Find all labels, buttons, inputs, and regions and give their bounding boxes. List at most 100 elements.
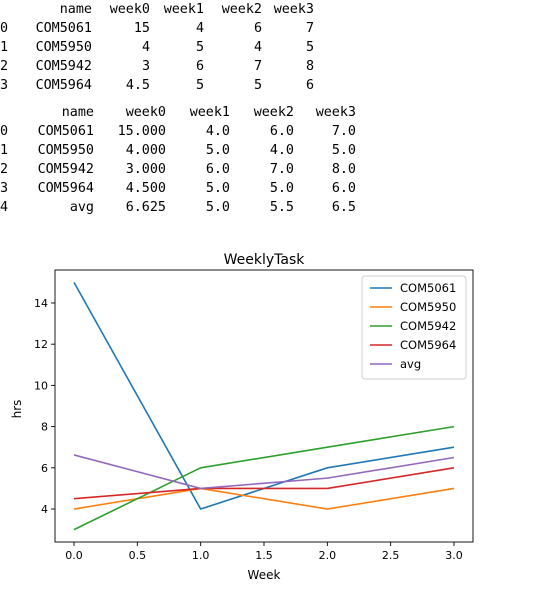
- x-tick-label: 0.5: [129, 549, 147, 562]
- table-cell: 5.0: [294, 141, 356, 160]
- table-cell: 4: [204, 38, 262, 57]
- table-row: 3 COM5964 4.500 5.0 5.0 6.0: [0, 179, 356, 198]
- row-index-cell: 3: [0, 76, 14, 95]
- dataframe-table-2: name week0 week1 week2 week3 0 COM5061 15.000 4…: [0, 103, 356, 217]
- table-cell: 4: [92, 38, 150, 57]
- table-cell: 5: [150, 38, 204, 57]
- table-cell: 5: [150, 76, 204, 95]
- table-cell: 7: [204, 57, 262, 76]
- table-row: 4 avg 6.625 5.0 5.5 6.5: [0, 198, 356, 217]
- table-row: 1 COM5950 4.000 5.0 4.0 5.0: [0, 141, 356, 160]
- row-index-cell: 2: [0, 160, 14, 179]
- column-header-week1: week1: [150, 0, 204, 19]
- table-header-row: name week0 week1 week2 week3: [0, 0, 314, 19]
- table-cell: 3.000: [94, 160, 166, 179]
- table-cell: 4.000: [94, 141, 166, 160]
- table-cell: COM5964: [14, 76, 92, 95]
- table-cell: 8: [262, 57, 314, 76]
- table-cell: 7.0: [230, 160, 294, 179]
- row-index-cell: 0: [0, 122, 14, 141]
- table-row: 0 COM5061 15.000 4.0 6.0 7.0: [0, 122, 356, 141]
- index-header-cell: [0, 0, 14, 19]
- column-header-week1: week1: [166, 103, 230, 122]
- table-cell: 3: [92, 57, 150, 76]
- table-row: 3 COM5964 4.5 5 5 6: [0, 76, 314, 95]
- x-tick-label: 2.5: [382, 549, 400, 562]
- table-header-row: name week0 week1 week2 week3: [0, 103, 356, 122]
- row-index-cell: 3: [0, 179, 14, 198]
- y-tick-label: 12: [34, 338, 48, 351]
- y-tick-label: 6: [41, 462, 48, 475]
- table-cell: 8.0: [294, 160, 356, 179]
- table-cell: 6.625: [94, 198, 166, 217]
- legend-entry-label: COM5950: [400, 300, 456, 314]
- table-cell: 7.0: [294, 122, 356, 141]
- legend-entry-label: COM5942: [400, 319, 456, 333]
- table-cell: COM5950: [14, 38, 92, 57]
- table-cell: 6.0: [230, 122, 294, 141]
- row-index-cell: 2: [0, 57, 14, 76]
- dataframe-output-1: name week0 week1 week2 week3 0 COM5061 15 4 6 7 1 C…: [0, 0, 314, 95]
- table-cell: 5.0: [230, 179, 294, 198]
- table-cell: 6: [204, 19, 262, 38]
- legend-entry-label: avg: [400, 357, 421, 371]
- table-cell: 4.0: [166, 122, 230, 141]
- table-cell: 6: [150, 57, 204, 76]
- table-cell: 6.0: [294, 179, 356, 198]
- y-tick-label: 8: [41, 421, 48, 434]
- y-tick-label: 4: [41, 503, 48, 516]
- chart-title: WeeklyTask: [224, 252, 306, 268]
- table-cell: COM5942: [14, 160, 94, 179]
- table-cell: COM5942: [14, 57, 92, 76]
- column-header-week0: week0: [94, 103, 166, 122]
- x-tick-label: 1.0: [192, 549, 210, 562]
- table-cell: 5.5: [230, 198, 294, 217]
- table-cell: 4: [150, 19, 204, 38]
- table-cell: 7: [262, 19, 314, 38]
- x-tick-label: 2.0: [319, 549, 337, 562]
- table-cell: 4.5: [92, 76, 150, 95]
- table-cell: 15: [92, 19, 150, 38]
- row-index-cell: 0: [0, 19, 14, 38]
- table-cell: 5: [262, 38, 314, 57]
- table-cell: 6.5: [294, 198, 356, 217]
- index-header-cell: [0, 103, 14, 122]
- column-header-name: name: [14, 103, 94, 122]
- dataframe-table-1: name week0 week1 week2 week3 0 COM5061 15 4 6 7 1 C…: [0, 0, 314, 95]
- table-cell: 6.0: [166, 160, 230, 179]
- x-tick-label: 3.0: [445, 549, 463, 562]
- table-cell: 4.0: [230, 141, 294, 160]
- y-axis-label: hrs: [10, 400, 24, 419]
- table-row: 2 COM5942 3 6 7 8: [0, 57, 314, 76]
- x-tick-label: 1.5: [255, 549, 273, 562]
- column-header-week2: week2: [204, 0, 262, 19]
- series-line-avg: [74, 455, 454, 488]
- column-header-name: name: [14, 0, 92, 19]
- table-cell: 5.0: [166, 198, 230, 217]
- table-row: 0 COM5061 15 4 6 7: [0, 19, 314, 38]
- chart-legend: COM5061COM5950COM5942COM5964avg: [362, 276, 466, 379]
- table-cell: COM5950: [14, 141, 94, 160]
- x-axis-label: Week: [248, 568, 281, 582]
- y-tick-label: 10: [34, 379, 48, 392]
- table-cell: 5.0: [166, 179, 230, 198]
- y-tick-label: 14: [34, 297, 48, 310]
- x-tick-label: 0.0: [65, 549, 83, 562]
- dataframe-output-2: name week0 week1 week2 week3 0 COM5061 15.000 4…: [0, 103, 356, 217]
- table-cell: 4.500: [94, 179, 166, 198]
- table-cell: 5: [204, 76, 262, 95]
- table-cell: avg: [14, 198, 94, 217]
- plot-area: 0.0 0.5 1.0 1.5 2.0 2.5 3.0468101214COM5061COM…: [34, 270, 473, 562]
- legend-entry-label: COM5964: [400, 338, 456, 352]
- table-cell: 5.0: [166, 141, 230, 160]
- table-cell: COM5061: [14, 122, 94, 141]
- weekly-task-line-chart: WeeklyTask 0.0 0.5 1.0 1.5 2.0 2.5 3.0 4 6 8 10 12 1…: [0, 244, 534, 598]
- table-cell: COM5964: [14, 179, 94, 198]
- column-header-week2: week2: [230, 103, 294, 122]
- column-header-week0: week0: [92, 0, 150, 19]
- row-index-cell: 1: [0, 141, 14, 160]
- row-index-cell: 1: [0, 38, 14, 57]
- column-header-week3: week3: [294, 103, 356, 122]
- table-cell: 6: [262, 76, 314, 95]
- series-line-com5950: [74, 488, 454, 509]
